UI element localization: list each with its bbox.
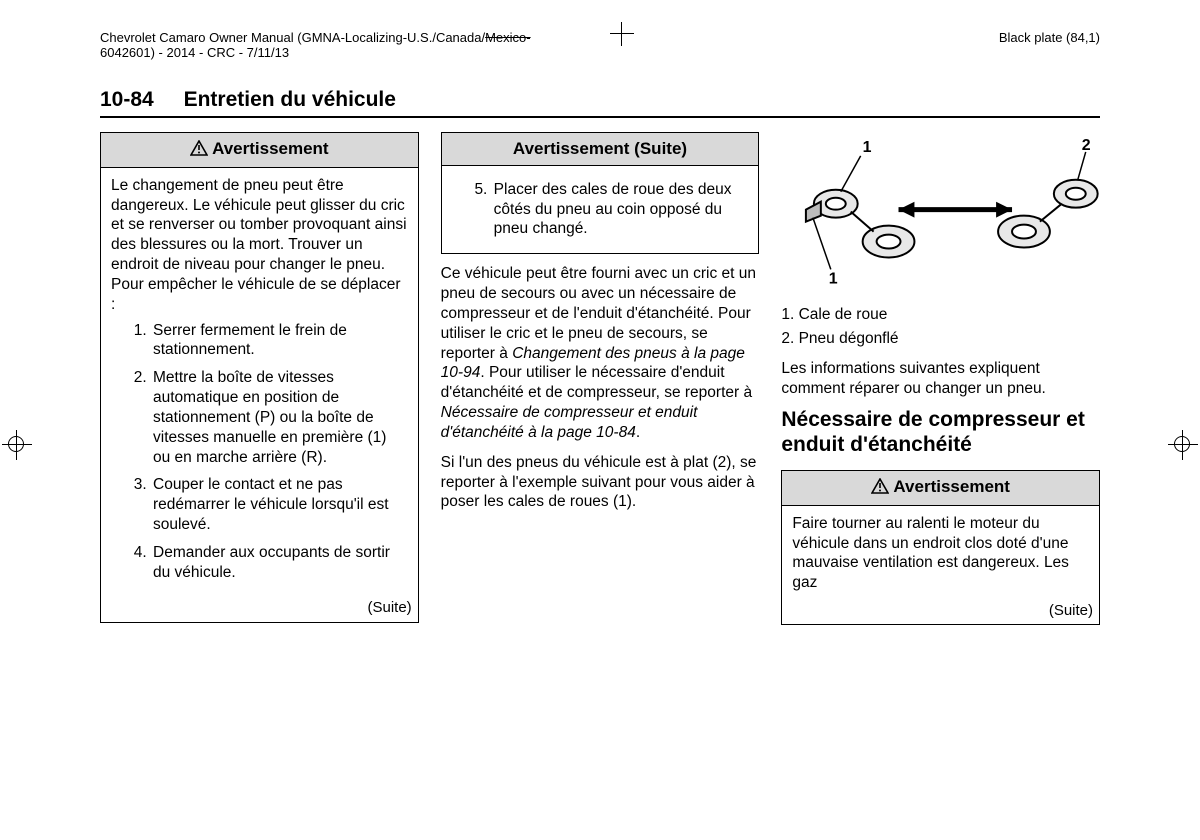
crop-mark-icon xyxy=(610,22,634,46)
legend-2: 2. Pneu dégonflé xyxy=(781,329,1100,349)
registration-mark-right xyxy=(1168,430,1198,460)
step-3: Couper le contact et ne pas redémarrer l… xyxy=(151,475,408,534)
step-1: Serrer fermement le frein de stationneme… xyxy=(151,321,408,361)
p1b: . Pour utiliser le nécessaire d'enduit d… xyxy=(441,364,752,401)
page-container: Chevrolet Camaro Owner Manual (GMNA-Loca… xyxy=(0,0,1200,665)
warning-title-1: Avertissement xyxy=(212,139,329,158)
warning-steps-list-2: Placer des cales de roue des deux côtés … xyxy=(452,180,749,239)
header-line1a: Chevrolet Camaro Owner Manual (GMNA-Loca… xyxy=(100,30,485,45)
warning-heading-3: Avertissement xyxy=(782,471,1099,506)
header-left: Chevrolet Camaro Owner Manual (GMNA-Loca… xyxy=(100,30,531,60)
header-line2: 6042601) - 2014 - CRC - 7/11/13 xyxy=(100,45,531,60)
legend-1: 1. Cale de roue xyxy=(781,305,1100,325)
p1c: . xyxy=(636,424,640,441)
warning-triangle-icon xyxy=(190,140,208,162)
diagram-legend: 1. Cale de roue 2. Pneu dégonflé xyxy=(781,305,1100,349)
column-1: Avertissement Le changement de pneu peut… xyxy=(100,132,419,635)
section-title: Entretien du véhicule xyxy=(184,88,396,111)
warning-triangle-icon xyxy=(871,478,889,500)
warning-body-3: Faire tourner au ralenti le moteur du vé… xyxy=(782,506,1099,599)
warning-box-1: Avertissement Le changement de pneu peut… xyxy=(100,132,419,623)
subsection-heading: Nécessaire de compresseur et enduit d'ét… xyxy=(781,408,1100,458)
suite-3: (Suite) xyxy=(782,599,1099,624)
section-heading: 10-84 Entretien du véhicule xyxy=(100,88,1100,118)
warning-heading-2: Avertissement (Suite) xyxy=(442,133,759,166)
registration-mark-left xyxy=(2,430,32,460)
warning-box-3: Avertissement Faire tourner au ralenti l… xyxy=(781,470,1100,625)
warning-body-2: Placer des cales de roue des deux côtés … xyxy=(442,166,759,253)
step-2: Mettre la boîte de vitesses automatique … xyxy=(151,368,408,467)
para-2-2: Si l'un des pneus du véhicule est à plat… xyxy=(441,453,760,512)
warning-heading-1: Avertissement xyxy=(101,133,418,168)
warning-box-2: Avertissement (Suite) Placer des cales d… xyxy=(441,132,760,254)
page-number: 10-84 xyxy=(100,88,154,111)
warning-title-2: Avertissement (Suite) xyxy=(513,139,687,158)
print-header: Chevrolet Camaro Owner Manual (GMNA-Loca… xyxy=(100,30,1100,60)
column-3: 1 1 2 1. Cale de roue 2. Pneu dégonflé L… xyxy=(781,132,1100,635)
warning-body-1: Le changement de pneu peut être dangereu… xyxy=(101,168,418,597)
suite-1: (Suite) xyxy=(101,596,418,621)
column-2: Avertissement (Suite) Placer des cales d… xyxy=(441,132,760,635)
warning-steps-list: Serrer fermement le frein de stationneme… xyxy=(111,321,408,583)
diagram-label-1b: 1 xyxy=(829,270,838,287)
diagram-label-1a: 1 xyxy=(863,139,872,156)
wheel-chock-diagram: 1 1 2 xyxy=(781,132,1100,291)
warning-intro: Le changement de pneu peut être dangereu… xyxy=(111,176,408,315)
diagram-label-2: 2 xyxy=(1082,137,1091,154)
para-3-1: Les informations suivantes expliquent co… xyxy=(781,359,1100,399)
step-5: Placer des cales de roue des deux côtés … xyxy=(492,180,749,239)
warning-title-3: Avertissement xyxy=(893,477,1010,496)
header-plate: Black plate (84,1) xyxy=(999,30,1100,60)
p1j: Nécessaire de compresseur et enduit d'ét… xyxy=(441,404,698,441)
content-columns: Avertissement Le changement de pneu peut… xyxy=(100,132,1100,635)
header-line1-strike: Mexico- xyxy=(485,30,531,45)
step-4: Demander aux occupants de sortir du véhi… xyxy=(151,543,408,583)
para-2-1: Ce véhicule peut être fourni avec un cri… xyxy=(441,264,760,442)
